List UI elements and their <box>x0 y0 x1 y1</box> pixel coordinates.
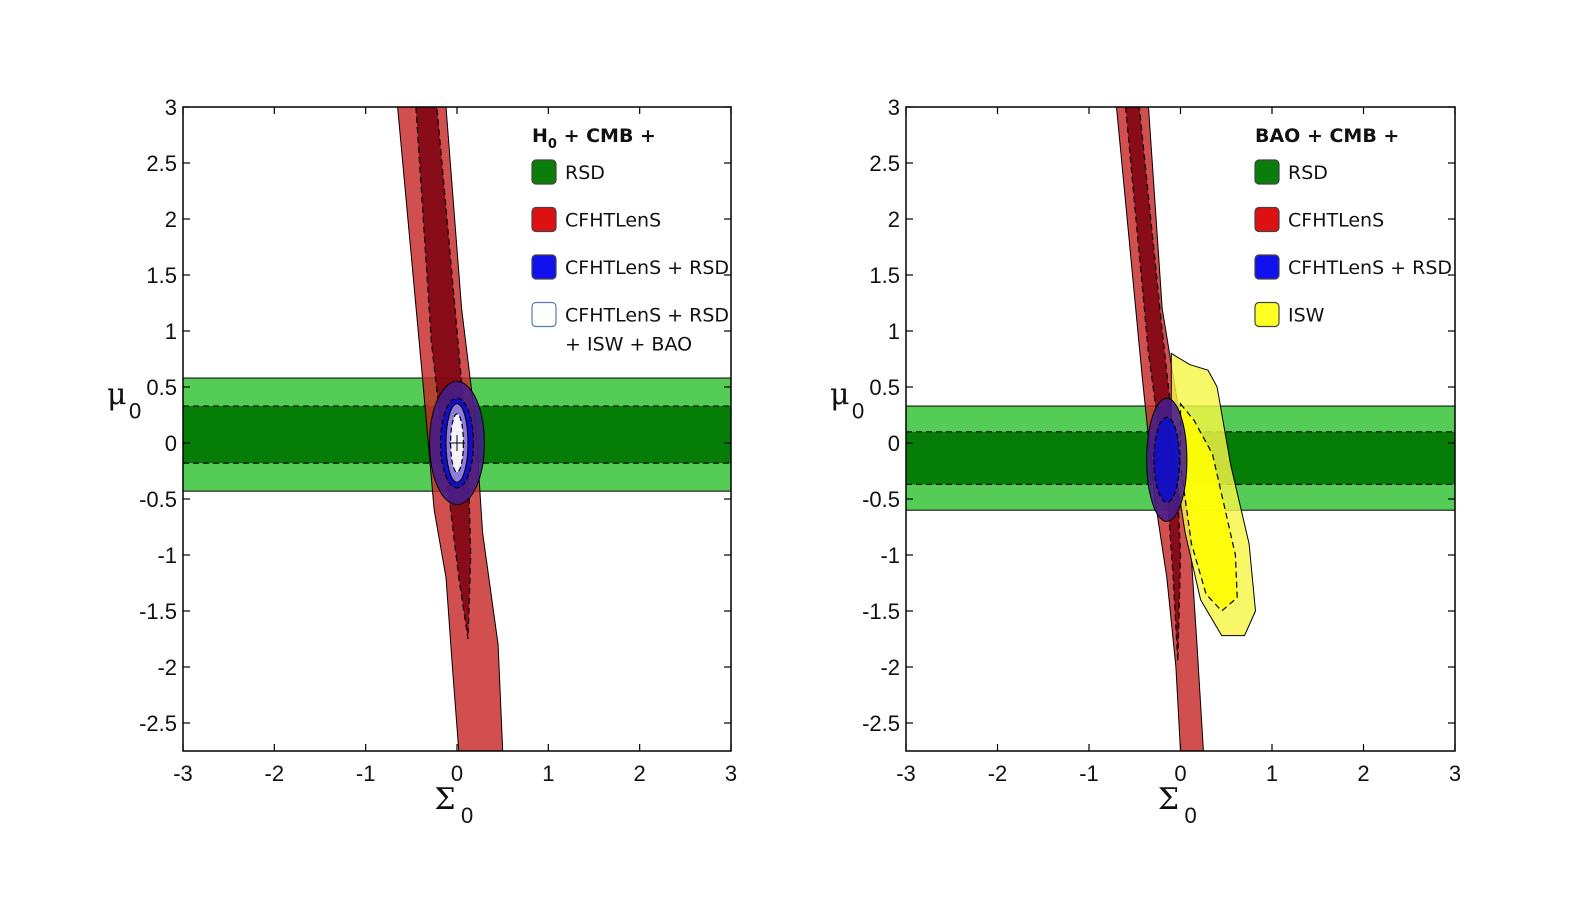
y-tick-label: 0.5 <box>146 375 177 400</box>
plot-content <box>183 107 731 751</box>
y-tick-label: 1.5 <box>869 263 900 288</box>
x-tick-label: -1 <box>1079 761 1099 786</box>
y-tick-label: -0.5 <box>862 487 900 512</box>
legend: BAO + CMB + RSD CFHTLenS CFHTLenS + RSD ISW <box>1254 125 1452 328</box>
y-tick-label: 0 <box>165 431 177 456</box>
legend-title-sub: 0 <box>548 137 557 152</box>
legend-swatch <box>1254 206 1280 233</box>
legend-title: H0 + CMB + <box>532 125 656 152</box>
plot-content <box>906 107 1455 751</box>
y-tick-label: 2.5 <box>146 151 177 176</box>
legend-title-main: H <box>532 125 548 147</box>
x-tick-label: -3 <box>896 761 916 786</box>
x-axis-label-sub: 0 <box>1185 803 1197 828</box>
legend-swatch <box>1254 254 1280 280</box>
legend: H0 + CMB + RSD CFHTLenS CFHTLenS + RSD CFHTL… <box>531 125 729 356</box>
lensing-contour-inner <box>415 107 472 640</box>
legend-swatch <box>1254 159 1280 185</box>
y-tick-label: 3 <box>888 95 900 120</box>
x-axis-label: Σ <box>434 782 455 817</box>
chart-left: -3 -2 -1 0 1 2 332.521.510.50-0.5-1-1.5-2-2.5Σ… <box>107 95 737 828</box>
y-axis-label: μ <box>830 378 850 413</box>
x-tick-label: -2 <box>988 761 1008 786</box>
y-tick-label: -2.5 <box>139 711 177 736</box>
y-tick-label: -1 <box>157 543 177 568</box>
x-tick-label: 1 <box>1266 761 1278 786</box>
y-tick-label: 2.5 <box>869 151 900 176</box>
y-tick-label: 1.5 <box>146 263 177 288</box>
y-tick-label: 3 <box>165 95 177 120</box>
isw-contour-inner <box>1179 402 1238 612</box>
y-tick-label: 1 <box>165 319 177 344</box>
y-tick-label: -2 <box>880 655 900 680</box>
x-tick-label: 1 <box>542 761 554 786</box>
y-tick-label: -1.5 <box>139 599 177 624</box>
x-tick-label: 3 <box>1449 761 1461 786</box>
x-tick-label: 0 <box>1174 761 1186 786</box>
y-tick-label: 0.5 <box>869 375 900 400</box>
x-axis-label: Σ <box>1158 782 1179 817</box>
x-tick-label: 2 <box>1357 761 1369 786</box>
legend-swatch <box>1254 301 1280 328</box>
combined-contour-inner <box>1153 416 1181 503</box>
legend-label-line2: + ISW + BAO <box>565 334 692 356</box>
y-axis-label: μ <box>107 378 127 413</box>
legend-label: RSD <box>565 162 605 184</box>
legend-label: CFHTLenS <box>1288 210 1384 232</box>
y-tick-label: 2 <box>888 207 900 232</box>
y-tick-label: -2.5 <box>862 711 900 736</box>
y-tick-label: -0.5 <box>139 487 177 512</box>
y-tick-label: 2 <box>165 207 177 232</box>
legend-label: CFHTLenS + RSD <box>565 257 729 279</box>
legend-label: CFHTLenS + RSD <box>565 305 729 327</box>
legend-title: BAO + CMB + <box>1255 125 1399 147</box>
legend-swatch <box>531 206 557 233</box>
legend-label: ISW <box>1288 305 1325 327</box>
chart-right: -3 -2 -1 0 1 2 332.521.510.50-0.5-1-1.5-2-2.5Σ… <box>830 95 1461 828</box>
y-tick-label: -2 <box>157 655 177 680</box>
x-tick-label: -3 <box>173 761 193 786</box>
legend-label: RSD <box>1288 162 1328 184</box>
x-tick-label: 0 <box>451 761 463 786</box>
x-tick-label: -2 <box>265 761 285 786</box>
x-tick-label: 3 <box>725 761 737 786</box>
x-axis-label-sub: 0 <box>461 803 473 828</box>
legend-swatch <box>531 301 557 328</box>
legend-label: CFHTLenS + RSD <box>1288 257 1452 279</box>
y-axis-label-sub: 0 <box>129 399 141 424</box>
y-tick-label: -1.5 <box>862 599 900 624</box>
legend-title-rest: + CMB + <box>557 125 656 147</box>
y-axis-label-sub: 0 <box>852 399 864 424</box>
x-tick-label: -1 <box>356 761 376 786</box>
y-tick-label: 1 <box>888 319 900 344</box>
y-tick-label: -1 <box>880 543 900 568</box>
legend-swatch <box>531 254 557 280</box>
legend-swatch <box>531 159 557 185</box>
x-tick-label: 2 <box>634 761 646 786</box>
y-tick-label: 0 <box>888 431 900 456</box>
legend-label: CFHTLenS <box>565 210 661 232</box>
